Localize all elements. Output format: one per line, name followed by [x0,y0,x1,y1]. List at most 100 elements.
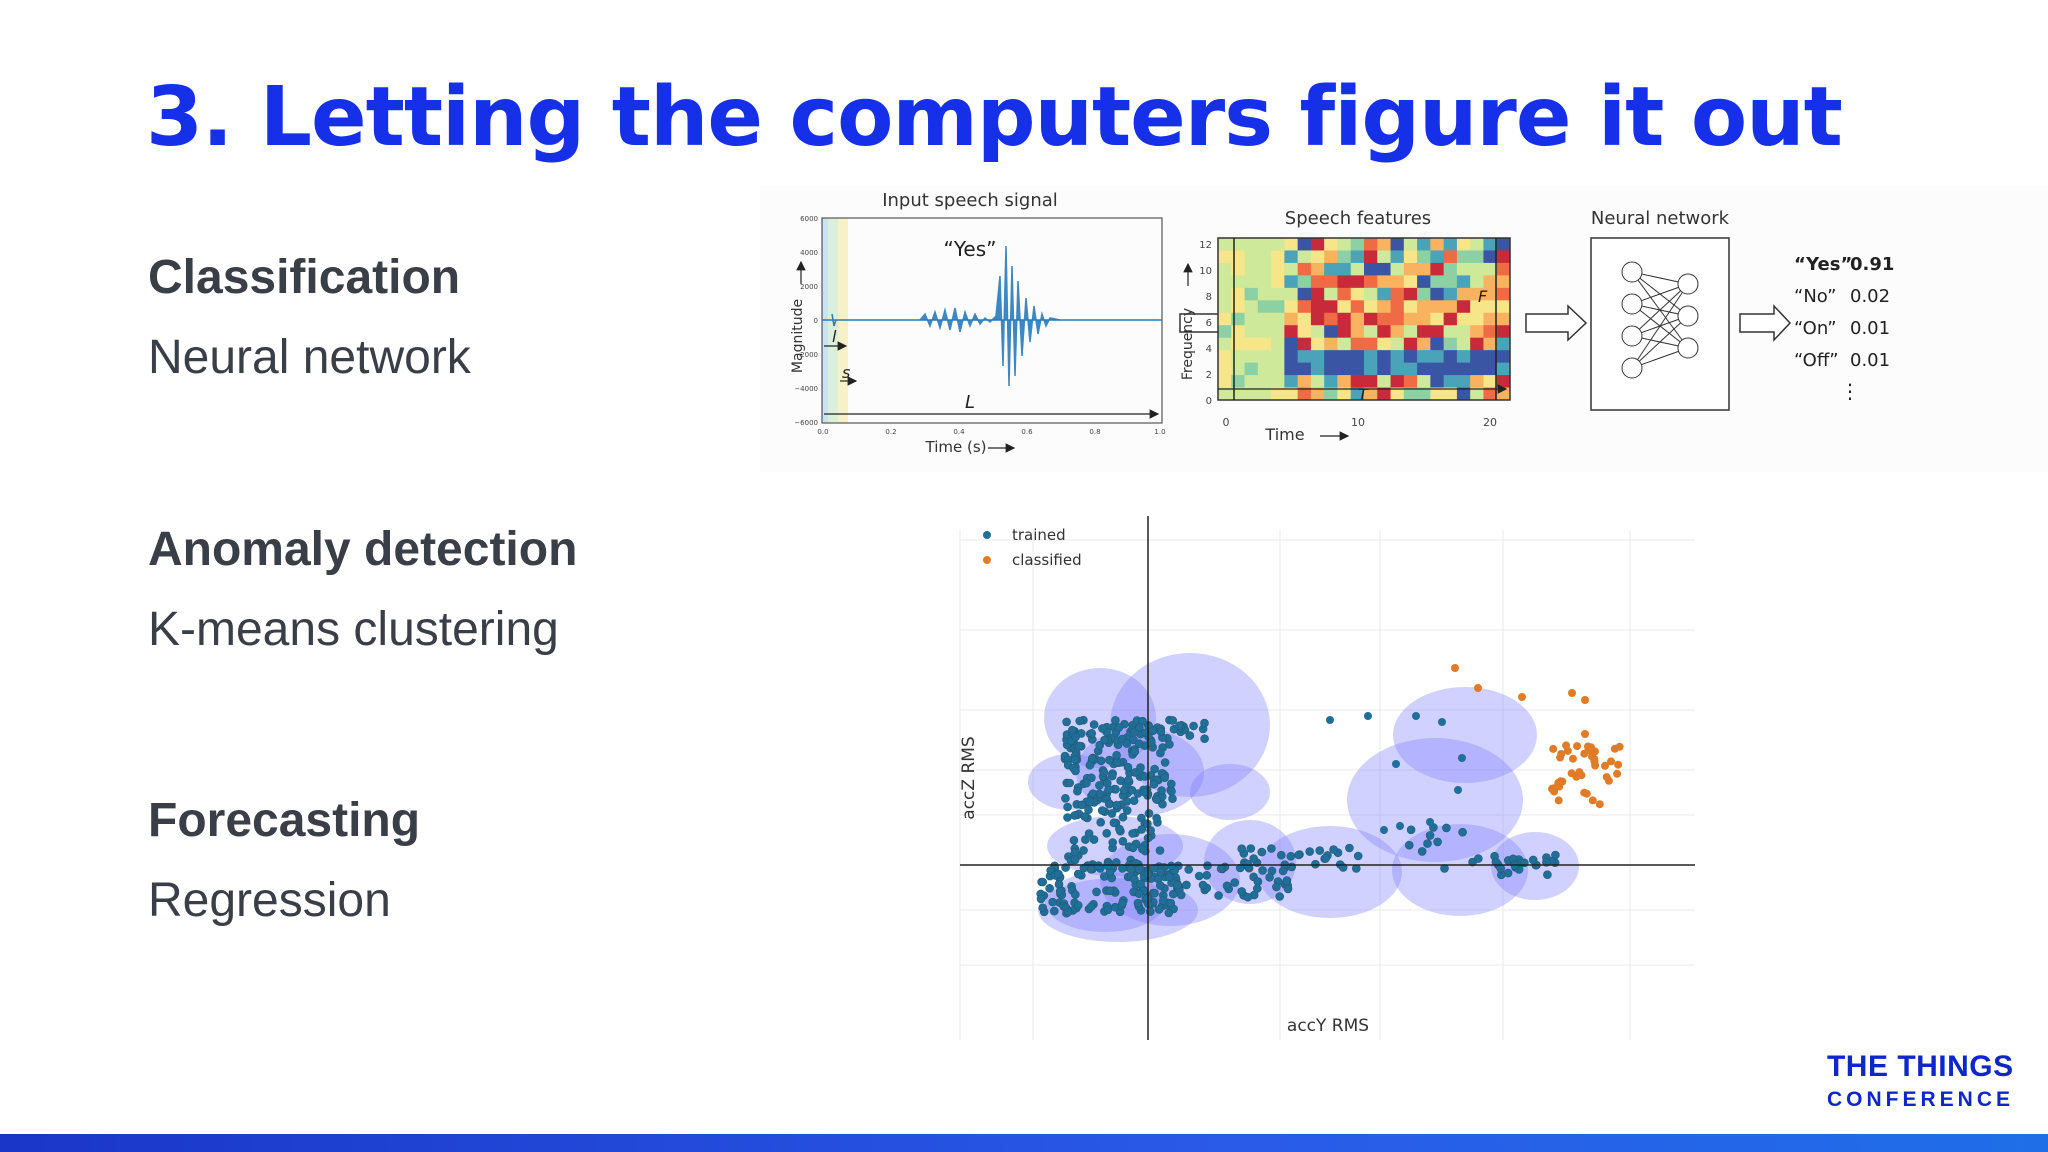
heatmap-cell [1257,300,1272,314]
trained-point [1038,903,1048,913]
heatmap-cell [1324,337,1338,351]
trained-point [1071,766,1080,776]
trained-point [1345,843,1354,853]
trained-point [1392,760,1400,768]
heatmap-cell [1456,300,1471,314]
heatmap-cell [1403,325,1418,339]
svg-text:10: 10 [1351,416,1365,429]
trained-point [1173,880,1182,890]
trained-point [1243,892,1253,902]
heatmap-cell [1244,387,1259,401]
heatmap-cell [1456,250,1471,264]
heatmap-cell [1350,300,1365,314]
magnitude-axis-label: Magnitude [790,299,806,373]
input-signal-title: Input speech signal [882,190,1058,211]
trained-point [1160,758,1170,767]
heatmap-cell [1496,337,1511,351]
classified-point [1451,664,1459,672]
heatmap-cell [1377,337,1392,351]
heatmap-cell [1284,238,1299,251]
trained-point [1038,877,1047,887]
trained-point [1417,847,1427,856]
heatmap-cell [1496,238,1511,251]
heatmap-cell [1443,362,1458,376]
heatmap-cell [1417,325,1431,339]
heatmap-cell [1257,325,1272,339]
heatmap-cell [1324,362,1338,376]
heatmap-cell [1390,350,1405,364]
heatmap-cell [1430,275,1445,289]
trained-point [1425,831,1435,840]
heatmap-cell [1297,362,1312,376]
classified-point [1554,796,1563,805]
trained-point [1108,838,1117,847]
trained-point [1165,740,1174,749]
trained-point [1075,741,1084,751]
heatmap-cell [1496,362,1511,376]
heatmap-cell [1218,375,1232,389]
trained-point [1551,850,1560,860]
heatmap-cell [1350,387,1365,401]
heatmap-cell [1470,375,1484,389]
heatmap-cell [1483,362,1498,376]
svg-text:T: T [1358,385,1369,404]
heatmap-cell [1257,250,1272,264]
heatmap-cell [1417,375,1431,389]
trained-point [1237,844,1247,854]
heatmap-cell [1430,250,1445,264]
classified-point [1595,800,1604,809]
section-heading-forecasting: Forecasting [148,794,421,847]
heatmap-cell [1244,312,1259,326]
trained-point [1077,800,1087,810]
trained-point [1048,897,1057,907]
trained-point [1426,818,1434,826]
heatmap-cell [1470,362,1484,376]
heatmap-cell [1403,275,1418,289]
svg-text:l: l [832,327,837,346]
trained-point [1150,764,1159,774]
trained-point [1124,775,1133,785]
trained-point [1150,888,1159,898]
heatmap-cell [1456,287,1471,301]
heatmap-cell [1456,375,1471,389]
trained-point [1096,756,1106,766]
waveform-yes [919,245,1061,387]
heatmap-cell [1218,300,1232,314]
heatmap-cell [1271,325,1285,339]
heatmap-cell [1417,387,1431,401]
svg-text:2: 2 [1206,370,1212,381]
trained-point [1095,781,1104,790]
heatmap-cell [1310,275,1325,289]
trained-point [1088,789,1098,799]
heatmap-cell [1443,250,1458,264]
trained-point [1156,881,1165,890]
heatmap-cell [1470,325,1484,339]
bottom-accent-bar [0,1134,2048,1152]
trained-point [1276,850,1286,860]
trained-point [1149,779,1159,789]
trained-point [1063,813,1072,822]
heatmap-cell [1297,350,1312,364]
trained-point [1071,890,1080,899]
trained-point [1152,813,1161,823]
heatmap-cell [1218,238,1232,251]
heatmap-cell [1337,300,1352,314]
heatmap-cell [1297,387,1312,401]
heatmap-cell [1456,387,1471,401]
trained-point [1087,729,1096,738]
trained-point [1438,718,1446,726]
speech-features-heatmap [1218,238,1511,401]
heatmap-cell [1443,300,1458,314]
heatmap-cell [1284,312,1299,326]
heatmap-cell [1284,250,1299,264]
heatmap-cell [1403,375,1418,389]
heatmap-cell [1377,300,1392,314]
svg-text:4000: 4000 [800,249,818,257]
trained-point [1198,880,1208,890]
heatmap-cell [1483,325,1498,339]
heatmap-cell [1403,337,1418,351]
svg-text:1.0: 1.0 [1154,428,1165,436]
heatmap-cell [1470,287,1484,301]
heatmap-cell [1483,350,1498,364]
trained-point [1166,898,1176,908]
